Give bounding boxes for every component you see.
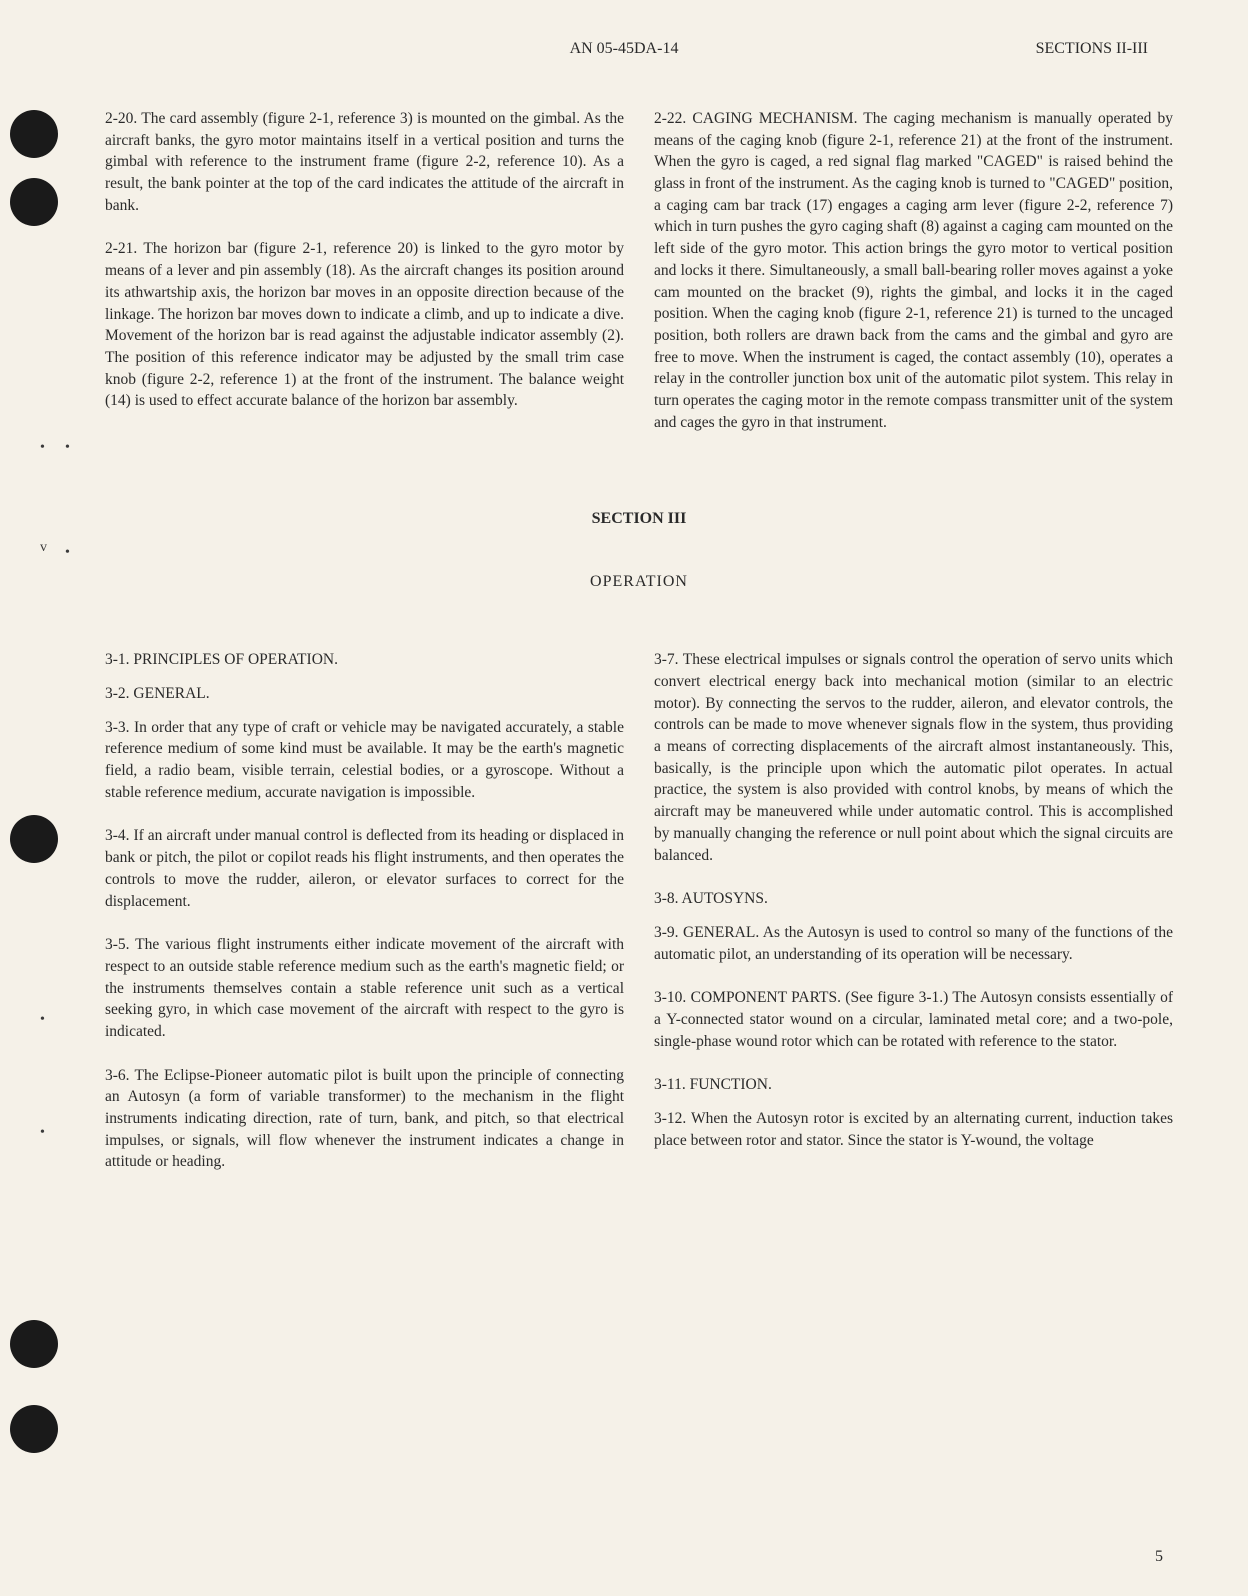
section-title: OPERATION: [105, 573, 1173, 591]
scan-artifact: •: [65, 440, 70, 456]
subheading-3-2: 3-2. GENERAL.: [105, 683, 624, 705]
paragraph-3-10: 3-10. COMPONENT PARTS. (See figure 3-1.)…: [654, 987, 1173, 1052]
scan-artifact: v: [40, 540, 47, 556]
punch-hole: [10, 1405, 58, 1453]
paragraph-3-7: 3-7. These electrical impulses or signal…: [654, 649, 1173, 866]
document-number: AN 05-45DA-14: [570, 40, 679, 58]
scan-artifact: •: [65, 545, 70, 561]
paragraph-2-21: 2-21. The horizon bar (figure 2-1, refer…: [105, 238, 624, 412]
scan-artifact: •: [40, 1012, 45, 1028]
paragraph-3-3: 3-3. In order that any type of craft or …: [105, 717, 624, 804]
paragraph-3-4: 3-4. If an aircraft under manual control…: [105, 825, 624, 912]
subheading-3-8: 3-8. AUTOSYNS.: [654, 888, 1173, 910]
subheading-3-1: 3-1. PRINCIPLES OF OPERATION.: [105, 649, 624, 671]
lower-content: 3-1. PRINCIPLES OF OPERATION. 3-2. GENER…: [105, 649, 1173, 1195]
subheading-3-11: 3-11. FUNCTION.: [654, 1074, 1173, 1096]
paragraph-3-6: 3-6. The Eclipse-Pioneer automatic pilot…: [105, 1065, 624, 1173]
punch-hole: [10, 815, 58, 863]
punch-hole: [10, 178, 58, 226]
punch-hole: [10, 110, 58, 158]
scan-artifact: •: [40, 440, 45, 456]
section-label: SECTIONS II-III: [1036, 40, 1148, 58]
left-column: 2-20. The card assembly (figure 2-1, ref…: [105, 108, 624, 455]
upper-content: 2-20. The card assembly (figure 2-1, ref…: [105, 108, 1173, 455]
page-number: 5: [1155, 1548, 1163, 1566]
section-heading: SECTION III: [105, 510, 1173, 528]
paragraph-3-9: 3-9. GENERAL. As the Autosyn is used to …: [654, 922, 1173, 965]
punch-hole: [10, 1320, 58, 1368]
page-header: AN 05-45DA-14 SECTIONS II-III: [105, 40, 1173, 58]
paragraph-2-22: 2-22. CAGING MECHANISM. The caging mecha…: [654, 108, 1173, 433]
right-column: 2-22. CAGING MECHANISM. The caging mecha…: [654, 108, 1173, 455]
paragraph-3-12: 3-12. When the Autosyn rotor is excited …: [654, 1108, 1173, 1151]
left-column: 3-1. PRINCIPLES OF OPERATION. 3-2. GENER…: [105, 649, 624, 1195]
scan-artifact: •: [40, 1125, 45, 1141]
right-column: 3-7. These electrical impulses or signal…: [654, 649, 1173, 1195]
paragraph-2-20: 2-20. The card assembly (figure 2-1, ref…: [105, 108, 624, 216]
paragraph-3-5: 3-5. The various flight instruments eith…: [105, 934, 624, 1042]
